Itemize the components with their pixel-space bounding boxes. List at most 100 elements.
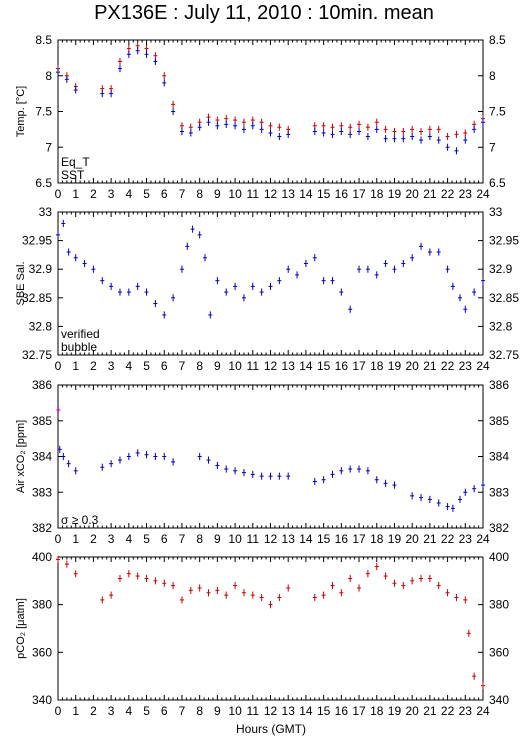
data-point — [383, 479, 388, 487]
x-tick-label: 21 — [423, 532, 437, 546]
y-tick-label-left: 32.8 — [29, 319, 53, 333]
data-point — [73, 86, 78, 94]
y-axis-label: pCO₂ [μatm] — [15, 598, 27, 659]
data-point — [56, 231, 60, 239]
x-tick-label: 1 — [72, 187, 79, 201]
data-point — [410, 125, 415, 133]
data-point — [153, 57, 158, 66]
y-tick-label-right: 360 — [489, 645, 509, 659]
x-tick-label: 13 — [282, 187, 296, 201]
data-point — [312, 254, 317, 262]
x-tick-label: 10 — [228, 187, 242, 201]
data-point — [348, 123, 353, 131]
x-tick-label: 19 — [388, 532, 402, 546]
x-tick-label: 4 — [125, 359, 132, 373]
x-tick-label: 14 — [299, 359, 313, 373]
legend-entry: σ ≥ 0.3 — [61, 513, 99, 527]
data-point — [250, 470, 255, 478]
x-tick-label: 14 — [299, 532, 313, 546]
x-tick-label: 17 — [352, 187, 366, 201]
data-point — [153, 452, 158, 461]
y-tick-label-right: 8 — [489, 69, 496, 83]
data-point — [73, 467, 78, 475]
x-tick-label: 12 — [264, 532, 278, 546]
data-point — [357, 584, 362, 592]
data-point — [419, 136, 424, 144]
data-point — [126, 570, 131, 578]
x-tick-label: 3 — [108, 187, 115, 201]
x-tick-label: 8 — [196, 532, 203, 546]
y-tick-label-left: 32.75 — [22, 348, 52, 362]
data-point — [295, 271, 300, 279]
data-point — [268, 129, 273, 137]
data-point — [64, 75, 69, 83]
x-tick-label: 9 — [214, 359, 221, 373]
data-point — [144, 451, 149, 459]
x-tick-label: 14 — [299, 704, 313, 718]
y-tick-label-left: 384 — [32, 450, 52, 464]
y-tick-label-left: 32.85 — [22, 291, 52, 305]
data-point — [233, 282, 238, 290]
data-point — [436, 125, 441, 133]
plot-frame — [57, 384, 484, 529]
x-tick-label: 18 — [370, 187, 384, 201]
data-point — [365, 123, 370, 131]
data-point — [427, 495, 432, 503]
data-point — [392, 481, 397, 489]
data-point — [64, 560, 69, 568]
data-point — [374, 271, 379, 279]
x-tick-label: 13 — [282, 532, 296, 546]
data-point — [445, 265, 450, 273]
data-point — [312, 477, 317, 486]
data-point — [339, 467, 344, 475]
data-point — [463, 129, 468, 137]
data-point — [179, 127, 184, 136]
data-point — [392, 579, 397, 587]
data-point — [392, 135, 397, 143]
data-point — [401, 135, 406, 143]
data-point — [427, 125, 432, 133]
x-tick-label: 20 — [405, 532, 419, 546]
x-tick-label: 24 — [476, 359, 490, 373]
data-point — [383, 572, 388, 580]
x-tick-label: 9 — [214, 532, 221, 546]
y-tick-label-right: 386 — [489, 378, 509, 392]
data-point — [241, 125, 246, 133]
panel-2: 0 1 2 3 4 5 6 7 8 9 10 11 12 13 14 15 16 17 18 19 20 21 22 23 24… — [15, 205, 519, 373]
x-tick-label: 4 — [125, 704, 132, 718]
data-point — [463, 136, 468, 144]
data-point — [436, 248, 441, 256]
data-point — [190, 225, 195, 233]
x-tick-label: 16 — [335, 359, 349, 373]
data-point — [481, 481, 485, 489]
data-point — [374, 118, 379, 126]
data-point — [241, 118, 246, 126]
data-point — [233, 582, 238, 590]
x-tick-label: 21 — [423, 704, 437, 718]
data-point — [206, 118, 211, 126]
data-point — [365, 132, 370, 141]
data-point — [259, 288, 264, 296]
data-point — [357, 127, 362, 136]
x-tick-label: 7 — [179, 359, 186, 373]
data-point — [109, 282, 114, 290]
data-point — [135, 449, 140, 457]
data-point — [91, 265, 96, 273]
data-point — [419, 574, 424, 583]
y-tick-label-left: 32.95 — [22, 234, 52, 248]
data-point — [357, 465, 362, 473]
data-point — [73, 570, 78, 578]
data-point — [66, 248, 71, 256]
x-tick-label: 11 — [247, 359, 260, 373]
x-tick-label: 18 — [370, 704, 384, 718]
panel-1: 0 1 2 3 4 5 6 7 8 9 10 11 12 13 14 15 16 17 18 19 20 21 22 23 24… — [15, 33, 506, 201]
data-point — [144, 574, 149, 583]
y-tick-label-right: 32.8 — [489, 319, 513, 333]
data-point — [233, 122, 238, 130]
x-tick-label: 23 — [459, 359, 473, 373]
data-point — [185, 242, 190, 250]
x-tick-label: 2 — [90, 187, 97, 201]
x-tick-label: 20 — [405, 704, 419, 718]
data-point — [321, 591, 326, 599]
